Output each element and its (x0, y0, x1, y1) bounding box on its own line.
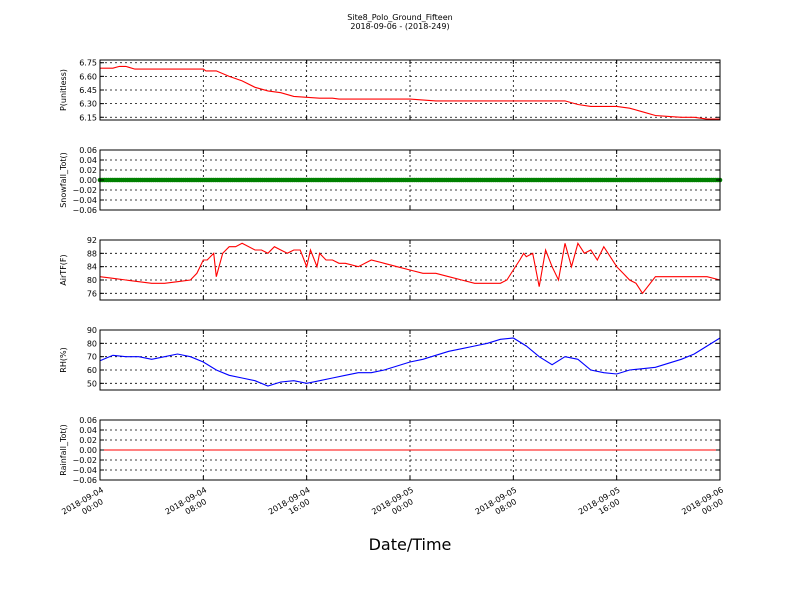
y-tick-label: 70 (87, 353, 97, 362)
panel-2: −0.06−0.04−0.020.000.020.040.06 Snowfall_… (59, 146, 723, 215)
y-tick-label: 6.75 (79, 59, 97, 68)
panel-1: 6.15 6.30 6.45 6.60 6.75 P(unitless) (59, 59, 721, 122)
y-tick-label: 60 (87, 366, 97, 375)
y-tick-label: 0.04 (79, 156, 97, 165)
x-axis-label: Date/Time (369, 535, 452, 554)
y-tick-label: −0.06 (72, 206, 97, 215)
y-axis-label: P(unitless) (59, 69, 68, 111)
y-tick-label: 6.30 (79, 100, 97, 109)
panel-3: 76 80 84 88 92 AirTF(F) (59, 236, 721, 301)
panels: 6.156.306.456.606.75P(unitless)−0.06−0.0… (59, 59, 723, 485)
chart-title: Site8_Polo_Ground_Fifteen (347, 13, 452, 22)
y-axis-label: AirTF(F) (59, 254, 68, 285)
y-tick-label: 90 (87, 326, 97, 335)
y-tick-label: −0.04 (72, 466, 97, 475)
y-tick-label: −0.02 (72, 456, 97, 465)
y-tick-label: 0.06 (79, 146, 97, 155)
series-line (99, 241, 721, 295)
y-tick-label: −0.06 (72, 476, 97, 485)
chart-subtitle: 2018-09-06 - (2018-249) (350, 22, 449, 31)
y-axis-label: RH(%) (59, 347, 68, 372)
y-tick-label: 6.45 (79, 86, 97, 95)
y-tick-label: 84 (87, 263, 97, 272)
y-tick-label: −0.02 (72, 186, 97, 195)
panel-5: −0.06−0.04−0.020.000.020.040.06 Rainfall_… (59, 416, 721, 485)
y-tick-label: 0.02 (79, 436, 97, 445)
y-tick-label: 0.04 (79, 426, 97, 435)
y-tick-label: 0.00 (79, 446, 97, 455)
y-tick-label: −0.04 (72, 196, 97, 205)
y-axis-label: Rainfall_Tot() (59, 424, 68, 476)
y-tick-label: 0.00 (79, 176, 97, 185)
y-axis-label: Snowfall_Tot() (59, 152, 68, 208)
y-tick-label: 6.60 (79, 72, 97, 81)
y-tick-label: 88 (87, 249, 97, 258)
y-tick-label: 0.02 (79, 166, 97, 175)
series-line (100, 65, 720, 120)
series-line (99, 337, 721, 387)
y-tick-label: 80 (87, 276, 97, 285)
y-tick-label: 6.15 (79, 113, 97, 122)
y-tick-label: 76 (87, 289, 97, 298)
panel-4: 50 60 70 80 90 RH(%) (59, 326, 721, 391)
y-tick-label: 0.06 (79, 416, 97, 425)
y-tick-label: 92 (87, 236, 97, 245)
y-tick-label: 80 (87, 339, 97, 348)
y-tick-label: 50 (87, 379, 97, 388)
